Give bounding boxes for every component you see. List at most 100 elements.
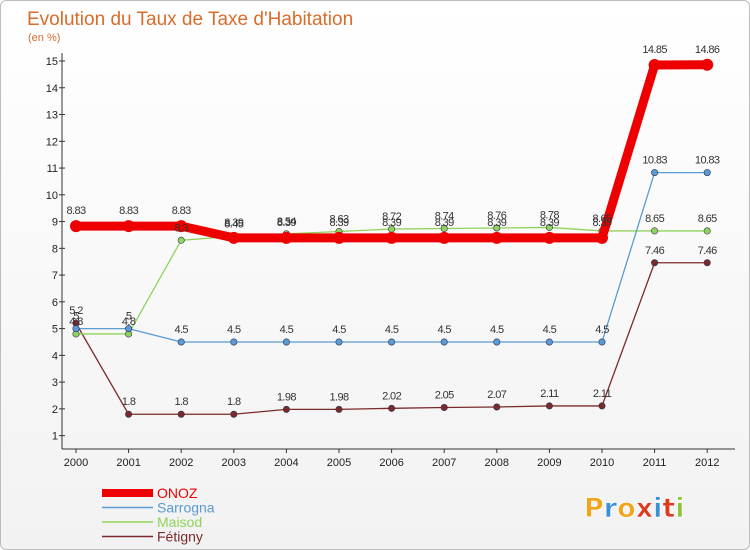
series-fétigny <box>72 259 711 418</box>
x-tick-label: 2008 <box>485 457 509 469</box>
data-label: 4.8 <box>122 316 136 328</box>
data-label: 8.83 <box>172 205 191 217</box>
data-point <box>177 410 185 418</box>
data-point <box>125 410 133 418</box>
data-point <box>388 338 396 346</box>
x-tick-label: 2000 <box>64 457 88 469</box>
data-point <box>545 338 553 346</box>
legend-entry: Maisod <box>102 514 202 530</box>
data-label: 8.65 <box>698 213 717 225</box>
data-label: 8.45 <box>224 218 243 230</box>
data-label: 8.65 <box>592 213 611 225</box>
data-label: 8.65 <box>645 213 664 225</box>
data-point <box>703 259 711 267</box>
data-point <box>230 338 238 346</box>
data-label: 4.5 <box>332 324 346 336</box>
legend-label: Maisod <box>157 514 202 530</box>
x-tick-label: 2006 <box>379 457 403 469</box>
x-tick-label: 2001 <box>116 457 140 469</box>
x-tick-label: 2005 <box>327 457 351 469</box>
series-sarrogna <box>72 169 711 346</box>
logo-letter: r <box>604 493 618 524</box>
data-label: 2.11 <box>593 388 612 400</box>
legend-label: Sarrogna <box>157 500 215 516</box>
data-label: 7.46 <box>645 245 664 257</box>
y-tick-label: 3 <box>52 377 58 389</box>
data-point <box>651 169 659 177</box>
data-label: 1.8 <box>174 396 188 408</box>
data-label: 1.8 <box>227 396 241 408</box>
y-tick-label: 4 <box>52 350 58 362</box>
data-point <box>598 338 606 346</box>
legend-label: ONOZ <box>157 485 198 501</box>
data-label: 4.5 <box>385 324 399 336</box>
y-tick-label: 10 <box>46 190 58 202</box>
data-label: 4.5 <box>174 324 188 336</box>
data-point <box>493 224 501 232</box>
data-label: 1.8 <box>122 396 136 408</box>
legend-entry: Fétigny <box>102 529 203 545</box>
data-label: 8.39 <box>382 217 401 229</box>
data-point <box>701 58 714 71</box>
data-point <box>72 325 80 333</box>
x-tick-label: 2003 <box>222 457 246 469</box>
data-label: 1.98 <box>329 391 348 403</box>
data-point <box>490 231 503 244</box>
data-label: 8.74 <box>435 211 454 223</box>
data-point <box>598 402 606 410</box>
proxiti-logo-text: Proxiti <box>584 493 685 524</box>
data-point <box>70 220 82 233</box>
data-label: 4.5 <box>490 324 504 336</box>
data-point <box>177 338 185 346</box>
data-label: 4.5 <box>280 324 294 336</box>
data-label: 8.39 <box>540 217 559 229</box>
data-label: 5.2 <box>69 305 83 317</box>
y-tick-label: 15 <box>46 56 58 68</box>
data-label: 2.11 <box>540 388 559 400</box>
data-label: 4.5 <box>595 324 609 336</box>
data-point <box>177 236 185 244</box>
data-point <box>651 227 659 235</box>
y-tick-label: 11 <box>47 163 58 175</box>
data-label: 2.07 <box>487 389 506 401</box>
data-point <box>282 405 290 413</box>
x-tick-label: 2002 <box>169 457 193 469</box>
data-label: 4.5 <box>543 324 557 336</box>
data-point <box>122 220 135 233</box>
data-label: 1.98 <box>277 391 296 403</box>
data-point <box>596 231 608 244</box>
logo-letter: o <box>617 493 636 524</box>
data-point <box>175 220 188 233</box>
logo-letter: i <box>675 493 684 524</box>
data-label: 7.46 <box>698 245 717 257</box>
y-tick-label: 9 <box>52 217 58 229</box>
data-point <box>440 338 448 346</box>
data-point <box>493 403 501 411</box>
data-label: 8.39 <box>277 217 296 229</box>
data-label: 8.83 <box>66 205 85 217</box>
data-labels: 8.83 8.83 8.83 8.39 8.39 8.39 8.39 8.39 8.39 8.39… <box>66 44 720 408</box>
data-point <box>227 231 240 244</box>
data-label: 8.3 <box>174 222 188 234</box>
data-point <box>703 169 711 177</box>
data-label: 8.39 <box>487 217 506 229</box>
data-label: 14.85 <box>642 44 667 56</box>
data-label: 8.83 <box>119 205 138 217</box>
data-point <box>493 338 501 346</box>
legend-entry: ONOZ <box>102 485 198 501</box>
data-label: 4.5 <box>437 324 451 336</box>
data-label: 8.63 <box>329 213 348 225</box>
data-label: 2.05 <box>435 390 454 402</box>
series-layer <box>70 58 714 418</box>
data-point <box>438 231 451 244</box>
data-point <box>440 404 448 412</box>
data-point <box>543 231 556 244</box>
x-tick-label: 2011 <box>643 457 667 469</box>
data-label: 2.02 <box>382 390 401 402</box>
data-point <box>440 225 448 233</box>
y-tick-label: 6 <box>52 297 58 309</box>
chart-subtitle: (en %) <box>28 32 60 44</box>
